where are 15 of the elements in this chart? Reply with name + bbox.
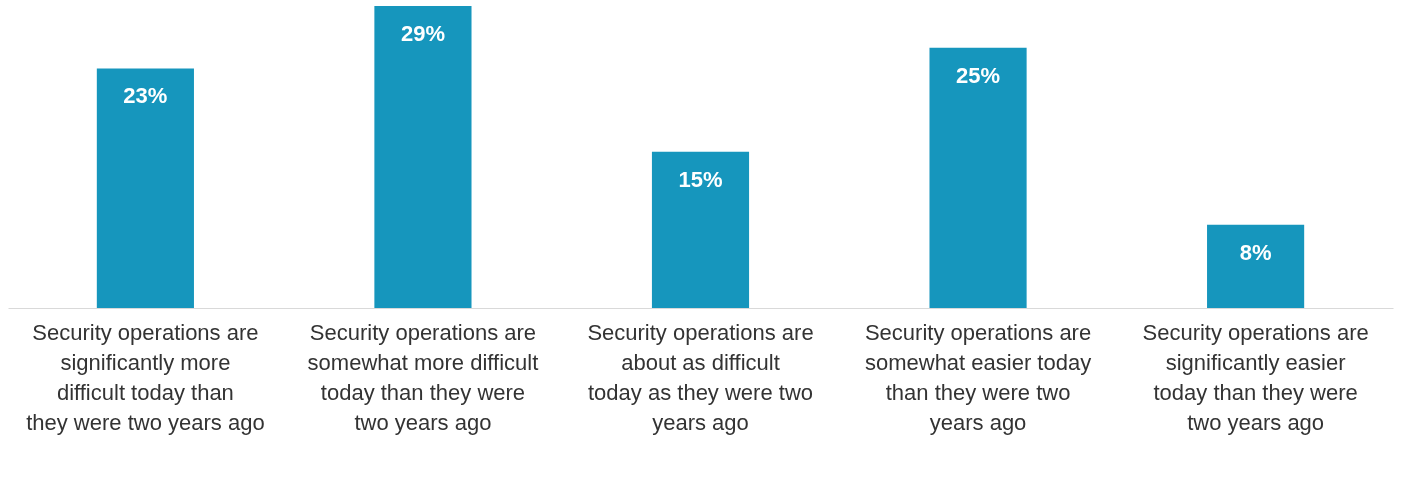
x-tick-label: Security operations are significantly easier today than they were two years ago xyxy=(1142,319,1369,435)
x-tick-label: Security operations are somewhat more difficult today than they were two years ago xyxy=(307,319,539,435)
x-tick-label: Security operations are somewhat easier today than they were two years ago xyxy=(864,319,1092,435)
data-label: 15% xyxy=(678,166,723,192)
data-label: 29% xyxy=(400,21,445,46)
data-label: 8% xyxy=(1239,239,1272,265)
bar xyxy=(374,6,472,308)
data-label: 25% xyxy=(956,62,1001,88)
data-label: 23% xyxy=(123,83,168,109)
x-tick-label: Security operations are about as difficult today as they were two years ago xyxy=(587,319,814,435)
x-tick-label: Security operations are significantly more difficult today than they were two years ago xyxy=(26,319,265,435)
bar xyxy=(1207,224,1305,308)
bar xyxy=(929,47,1027,308)
bar xyxy=(651,151,750,308)
bar xyxy=(96,68,194,308)
